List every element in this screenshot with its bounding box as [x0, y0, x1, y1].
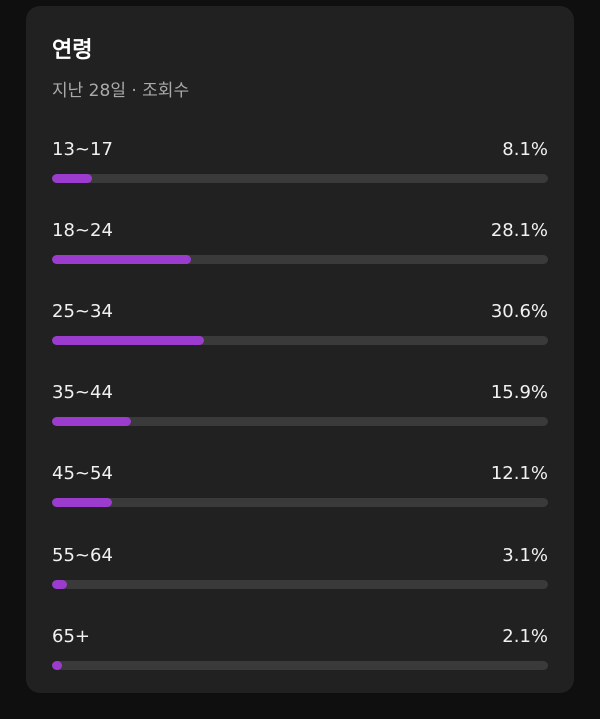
- bar-fill: [52, 417, 131, 426]
- card-title: 연령: [52, 38, 93, 63]
- age-label: 45~54: [52, 463, 113, 484]
- age-card: 연령 지난 28일 · 조회수 13~17 8.1% 18~24 28.1% 2…: [26, 6, 574, 693]
- age-label: 25~34: [52, 301, 113, 322]
- age-percent: 28.1%: [490, 220, 548, 241]
- bar-track: [52, 661, 548, 670]
- bar-fill: [52, 661, 63, 670]
- age-percent: 2.1%: [502, 626, 548, 647]
- age-label: 65+: [52, 626, 90, 647]
- age-row-65-plus: 65+ 2.1%: [52, 625, 548, 675]
- age-percent: 8.1%: [502, 139, 548, 160]
- age-row-55-64: 55~64 3.1%: [52, 544, 548, 594]
- age-percent: 3.1%: [502, 545, 548, 566]
- age-percent: 12.1%: [490, 463, 548, 484]
- bar-fill: [52, 336, 204, 345]
- bar-track: [52, 417, 548, 426]
- bar-track: [52, 580, 548, 589]
- age-row-25-34: 25~34 30.6%: [52, 300, 548, 350]
- bar-fill: [52, 580, 68, 589]
- bar-fill: [52, 174, 93, 183]
- bar-track: [52, 174, 548, 183]
- age-row-18-24: 18~24 28.1%: [52, 219, 548, 269]
- card-subtitle: 지난 28일 · 조회수: [52, 81, 190, 101]
- bar-track: [52, 498, 548, 507]
- bar-fill: [52, 498, 113, 507]
- bar-fill: [52, 255, 192, 264]
- age-row-13-17: 13~17 8.1%: [52, 138, 548, 188]
- age-row-45-54: 45~54 12.1%: [52, 462, 548, 512]
- age-label: 35~44: [52, 382, 113, 403]
- age-row-35-44: 35~44 15.9%: [52, 381, 548, 431]
- age-percent: 15.9%: [490, 382, 548, 403]
- age-label: 13~17: [52, 139, 113, 160]
- bar-track: [52, 255, 548, 264]
- bar-track: [52, 336, 548, 345]
- age-label: 18~24: [52, 220, 113, 241]
- age-percent: 30.6%: [490, 301, 548, 322]
- age-label: 55~64: [52, 545, 113, 566]
